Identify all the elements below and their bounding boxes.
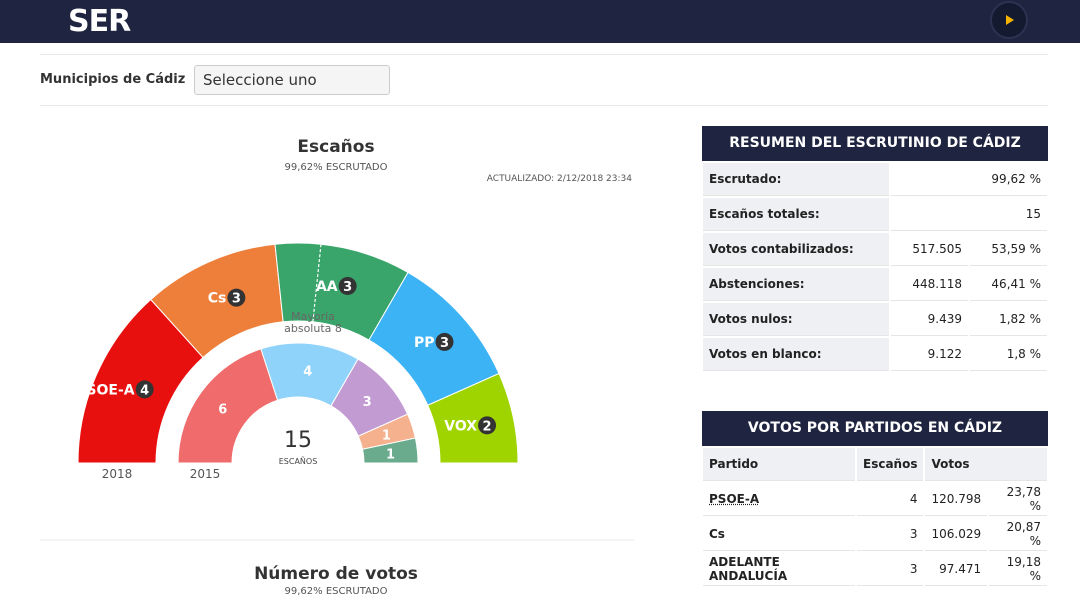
seat-arc [361,437,419,464]
summary-value: 1,8 % [970,338,1047,371]
majority-line [312,244,322,322]
seat-count: 1 [382,428,391,443]
majority-label: Mayoría absoluta 8 [284,310,342,335]
party-label: PSOE-A [76,382,135,398]
party-value: 3 [857,518,924,551]
badge [135,380,154,399]
total: 15 [284,428,312,453]
seat-count: 6 [218,402,227,417]
summary-label: Votos nulos: [703,303,889,336]
summary-value: 46,41 % [970,268,1047,301]
party-row: Cs 3 106.029 20,87 % [703,518,1047,551]
summary-value: 448.118 [891,268,969,301]
seat-count: 3 [363,395,372,410]
column-header: Votos [925,448,1047,481]
summary-label: Votos en blanco: [703,338,889,371]
summary-row: Votos nulos: 9.439 1,82 % [703,303,1047,336]
summary-row: Votos en blanco: 9.122 1,8 % [703,338,1047,371]
party-label: PP [414,335,435,351]
party-row: ADELANTE ANDALUCÍA 3 97.471 19,18 % [703,553,1047,586]
ring-year: 2018 [102,467,133,481]
seat-count: 3 [232,292,241,307]
party-name[interactable]: PSOE-A [703,483,855,516]
summary-label: Abstenciones: [703,268,889,301]
party-value: 23,78 % [989,483,1047,516]
summary-row: Votos contabilizados: 517.505 53,59 % [703,233,1047,266]
party-value: 120.798 [925,483,988,516]
summary-label: Escrutado: [703,163,889,196]
seat-count: 4 [140,383,149,398]
summary-value: 517.505 [891,233,969,266]
municipio-select[interactable]: Seleccione uno [194,65,390,95]
party-label: AA [316,279,338,295]
party-row: PSOE-A 4 120.798 23,78 % [703,483,1047,516]
party-table: Partido Escaños Votos PSOE-A 4 120.798 23,78 %… [701,446,1049,588]
column-header: Escaños [857,448,924,481]
chart-subtitle: 99,62% ESCRUTADO [285,162,388,173]
summary-row: Abstenciones: 448.118 46,41 % [703,268,1047,301]
summary-value: 53,59 % [970,233,1047,266]
seat-count: 3 [440,336,449,351]
seat-count: 3 [343,280,352,295]
summary-title: RESUMEN DEL ESCRUTINIO DE CÁDIZ [702,126,1048,161]
summary-value: 9.122 [891,338,969,371]
summary-row: Escaños totales: 15 [703,198,1047,231]
party-name[interactable]: Cs [703,518,855,551]
party-header: Partido Escaños Votos [703,448,1047,481]
party-label: Cs [208,291,227,307]
play-button[interactable] [990,1,1028,39]
seat-arc [427,372,519,464]
seat-count: 2 [483,419,492,434]
summary-row: Escrutado: 99,62 % [703,163,1047,196]
summary-label: Escaños totales: [703,198,889,231]
summary-value: 1,82 % [970,303,1047,336]
updated: ACTUALIZADO: 2/12/2018 23:34 [487,174,632,184]
party-value: 97.471 [925,553,988,586]
logo[interactable]: SER [68,4,131,39]
party-value: 20,87 % [989,518,1047,551]
chart-title: Número de votos [254,564,418,584]
party-label: VOX [444,418,477,434]
summary-value: 99,62 % [891,163,1047,196]
party-title: VOTOS POR PARTIDOS EN CÁDIZ [702,411,1048,446]
party-name[interactable]: ADELANTE ANDALUCÍA [703,553,855,586]
badge [478,416,497,435]
chart-subtitle: 99,62% ESCRUTADO [285,586,388,596]
party-value: 4 [857,483,924,516]
summary-value: 15 [891,198,1047,231]
seat-count: 1 [386,447,395,462]
seat-count: 4 [303,365,312,380]
badge [338,276,357,295]
party-value: 106.029 [925,518,988,551]
summary-label: Votos contabilizados: [703,233,889,266]
badge [435,332,454,351]
ring-year: 2015 [190,467,221,481]
summary-value: 9.439 [891,303,969,336]
party-value: 19,18 % [989,553,1047,586]
top-bar: SER [0,0,1080,43]
total-label: ESCAÑOS [279,456,318,466]
column-header: Partido [703,448,855,481]
filter-label: Municipios de Cádiz [40,72,186,87]
badge [227,288,246,307]
chart-title: Escaños [297,137,374,157]
summary-table: Escrutado: 99,62 % Escaños totales: 15 Votos… [701,161,1049,373]
party-value: 3 [857,553,924,586]
